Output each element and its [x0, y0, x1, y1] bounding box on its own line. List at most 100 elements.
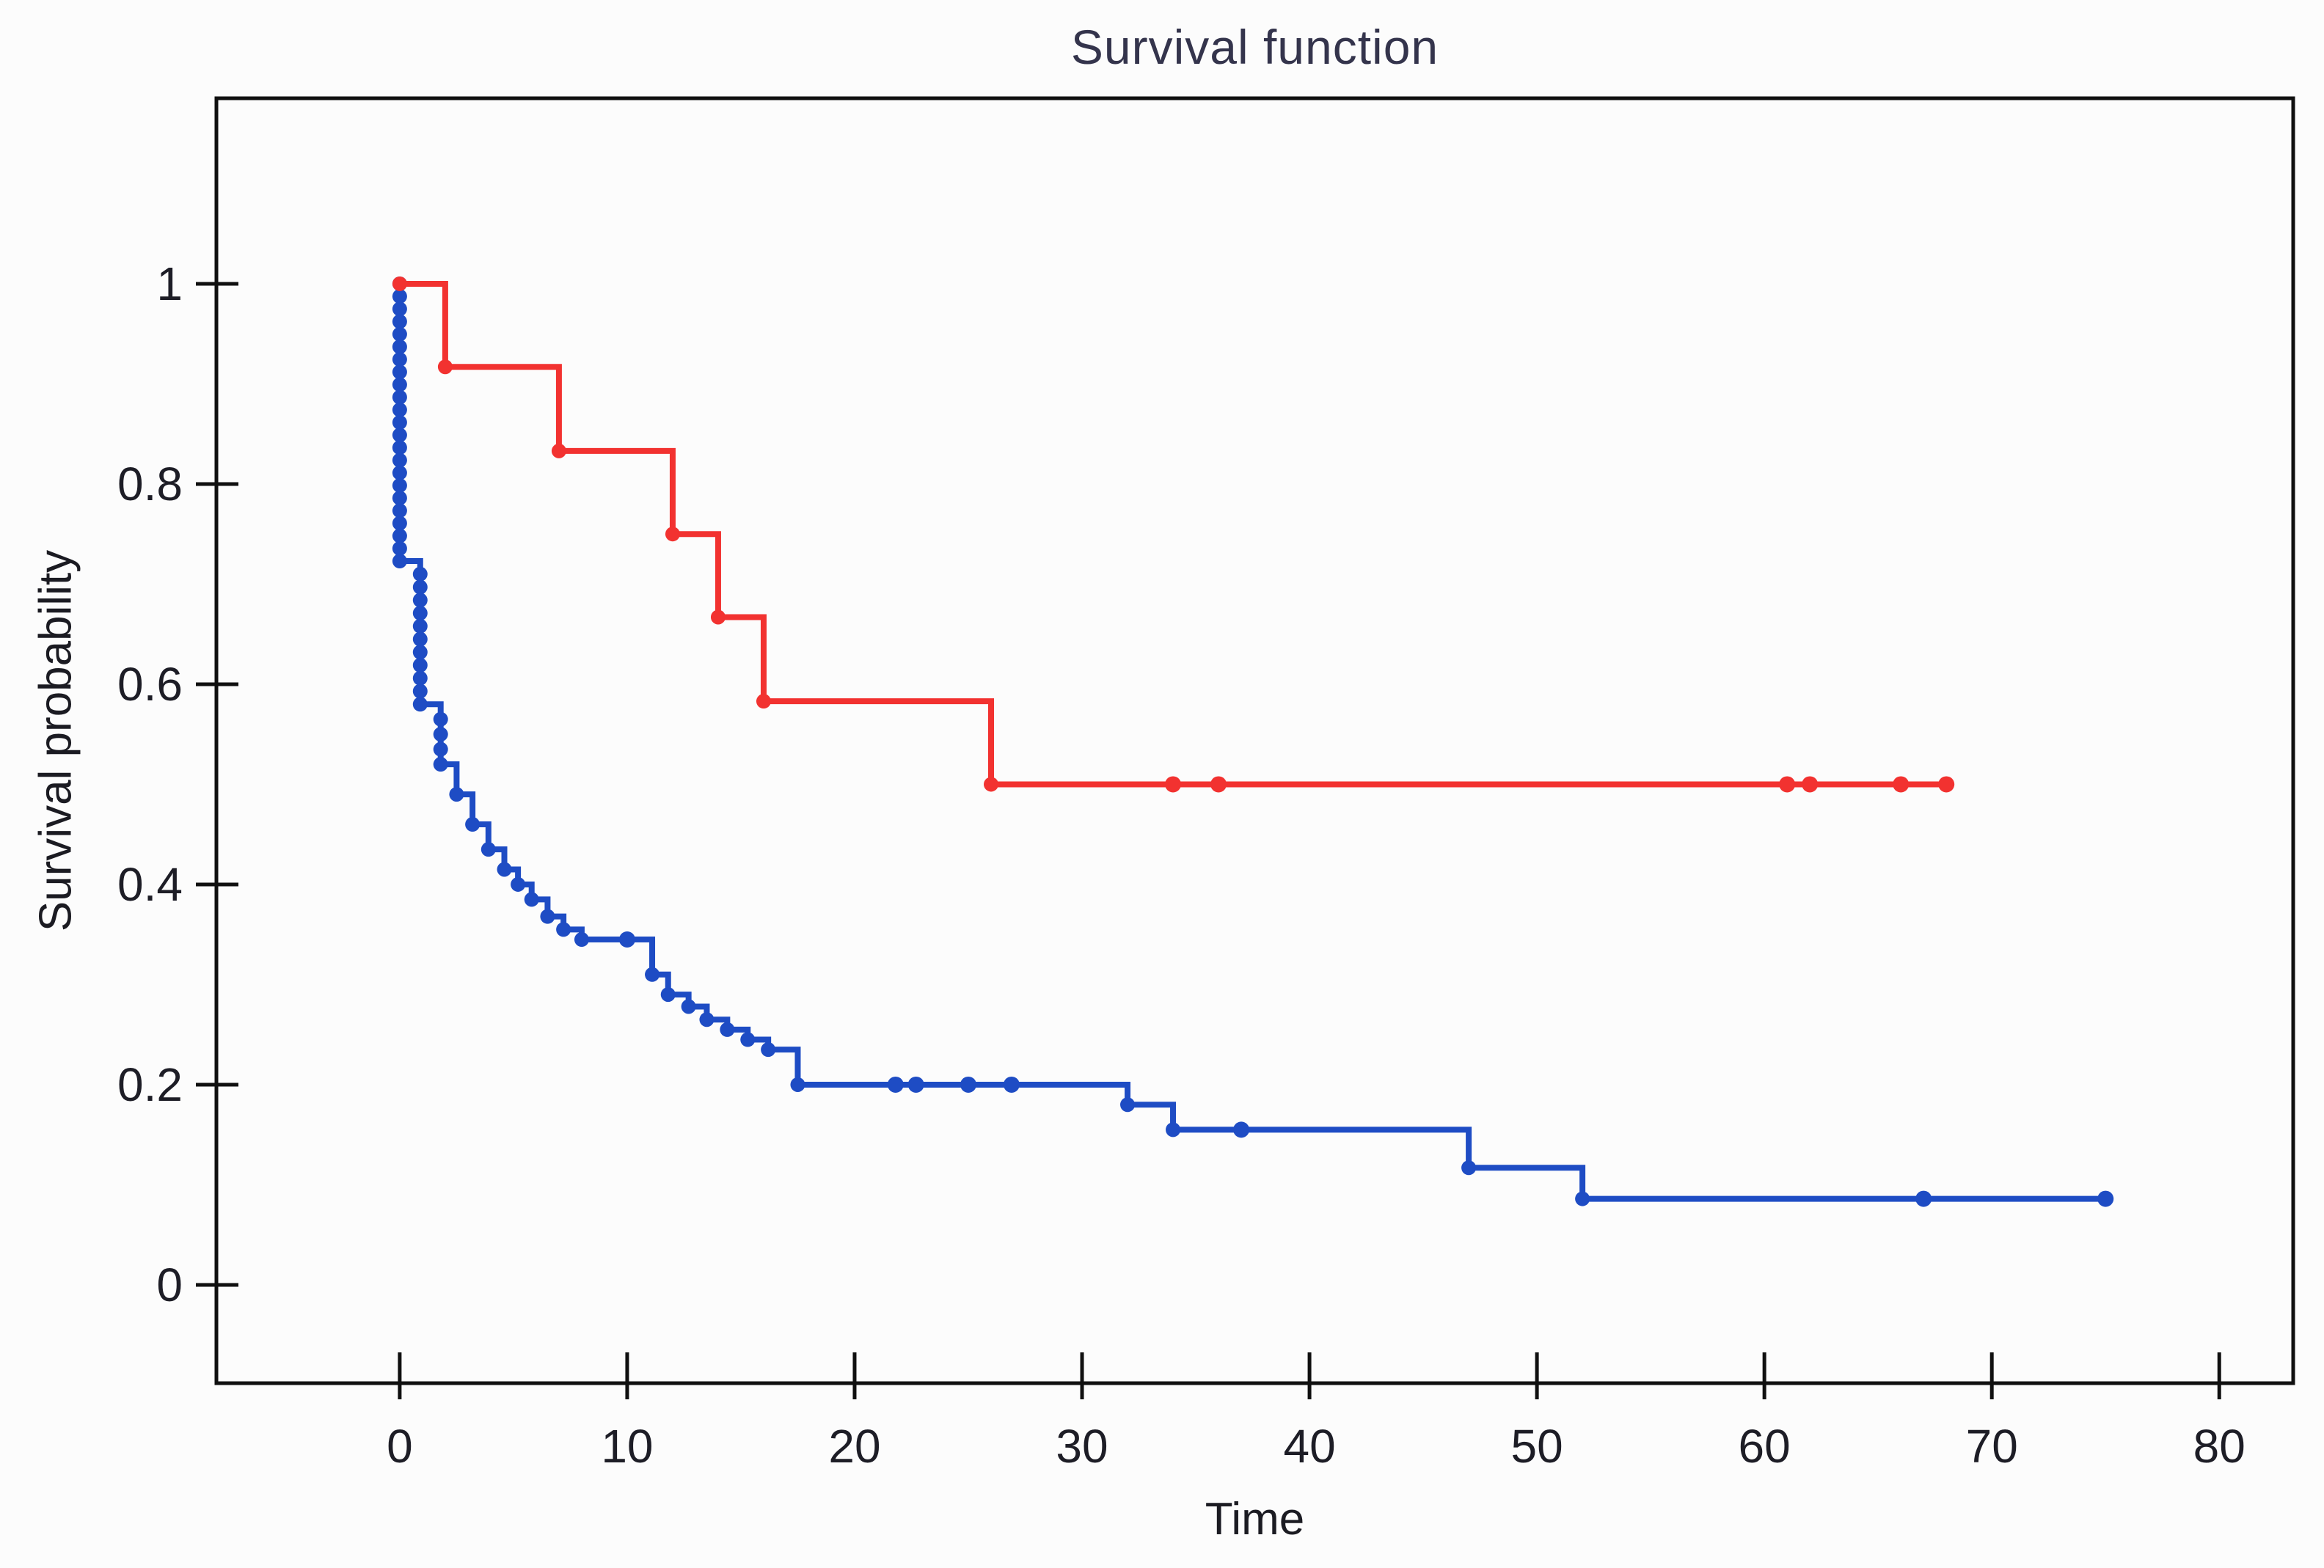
event-marker: [392, 364, 407, 380]
x-tick-label: 70: [1966, 1420, 2018, 1473]
event-marker: [412, 684, 428, 699]
event-marker: [412, 631, 428, 647]
event-marker: [412, 566, 428, 582]
event-marker: [433, 727, 448, 742]
x-tick-label: 50: [1511, 1420, 1563, 1473]
event-marker: [392, 453, 407, 468]
survival-curve-group-red: [392, 276, 1955, 793]
step-corner-marker: [574, 932, 589, 948]
censored-marker: [1003, 1076, 1020, 1093]
event-marker: [392, 301, 407, 317]
event-marker: [412, 579, 428, 595]
event-marker: [392, 339, 407, 354]
step-corner-marker: [556, 922, 571, 937]
y-tick-label: 0.8: [117, 458, 183, 510]
event-marker: [392, 440, 407, 455]
y-axis-ticks: 0 0.2 0.4 0.6 0.8 1: [117, 257, 238, 1311]
censored-marker: [1233, 1121, 1250, 1138]
y-axis-title: Survival probability: [30, 549, 81, 932]
censored-marker: [1210, 776, 1227, 793]
step-corner-marker: [761, 1042, 776, 1058]
step-corner-marker: [699, 1012, 715, 1027]
step-corner-marker: [480, 842, 496, 857]
step-corner-marker: [740, 1032, 756, 1047]
step-corner-marker: [681, 999, 696, 1014]
step-corner-marker: [433, 757, 448, 772]
step-corner-marker: [524, 892, 539, 907]
chart-title: Survival function: [1070, 20, 1439, 74]
event-marker: [392, 491, 407, 506]
event-marker: [412, 593, 428, 608]
x-tick-label: 40: [1283, 1420, 1335, 1473]
event-marker: [392, 465, 407, 480]
event-marker: [392, 352, 407, 367]
event-marker: [433, 741, 448, 757]
event-marker: [412, 606, 428, 621]
x-tick-label: 10: [601, 1420, 653, 1473]
censored-marker: [1802, 776, 1819, 793]
censored-marker: [1938, 776, 1955, 793]
step-corner-marker: [392, 276, 407, 291]
censored-marker: [960, 1076, 977, 1093]
step-corner-marker: [665, 527, 680, 542]
censored-marker: [2097, 1190, 2114, 1207]
event-marker: [392, 314, 407, 329]
step-line-group-red: [399, 280, 1947, 788]
event-marker: [392, 414, 407, 430]
step-corner-marker: [645, 967, 660, 982]
y-tick-label: 0.6: [117, 658, 183, 711]
event-marker: [392, 402, 407, 417]
censored-marker: [887, 1076, 904, 1093]
event-marker: [433, 711, 448, 727]
step-corner-marker: [1575, 1191, 1590, 1206]
x-tick-label: 0: [387, 1420, 413, 1473]
step-corner-marker: [551, 443, 566, 458]
censored-marker: [618, 931, 635, 948]
x-tick-label: 20: [828, 1420, 880, 1473]
event-marker: [412, 618, 428, 634]
step-corner-marker: [511, 876, 526, 892]
censored-marker: [1915, 1190, 1932, 1207]
censored-marker: [1893, 776, 1910, 793]
censored-marker: [1779, 776, 1796, 793]
x-tick-label: 30: [1056, 1420, 1108, 1473]
censored-marker: [1165, 776, 1182, 793]
x-axis-title: Time: [1205, 1494, 1305, 1545]
y-tick-label: 0.4: [117, 858, 183, 911]
step-line-group-blue: [396, 283, 2106, 1202]
event-marker: [392, 428, 407, 443]
y-tick-label: 0: [156, 1259, 183, 1311]
step-corner-marker: [660, 987, 676, 1003]
step-corner-marker: [1120, 1097, 1136, 1113]
event-marker: [412, 658, 428, 673]
event-marker: [392, 377, 407, 392]
step-corner-marker: [497, 862, 512, 877]
step-corner-marker: [756, 694, 771, 709]
step-corner-marker: [465, 817, 480, 832]
survival-curve-group-blue: [392, 276, 2114, 1207]
y-tick-label: 1: [156, 257, 183, 310]
event-marker: [412, 645, 428, 660]
y-tick-label: 0.2: [117, 1058, 183, 1111]
event-marker: [392, 528, 407, 543]
event-marker: [392, 289, 407, 304]
step-corner-marker: [392, 554, 407, 569]
event-marker: [392, 389, 407, 405]
event-marker: [412, 670, 428, 686]
x-tick-label: 80: [2193, 1420, 2246, 1473]
step-corner-marker: [1166, 1122, 1181, 1137]
event-marker: [392, 477, 407, 493]
step-corner-marker: [449, 787, 464, 802]
step-corner-marker: [720, 1022, 735, 1037]
step-corner-marker: [540, 909, 555, 924]
event-marker: [392, 541, 407, 556]
plot-border: [214, 96, 2295, 1385]
step-corner-marker: [437, 359, 453, 375]
step-corner-marker: [710, 609, 726, 625]
censored-marker: [907, 1076, 924, 1093]
x-axis-ticks: 0 10 20 30 40 50 60 70 80: [387, 1352, 2246, 1473]
event-marker: [392, 326, 407, 342]
event-marker: [392, 503, 407, 519]
